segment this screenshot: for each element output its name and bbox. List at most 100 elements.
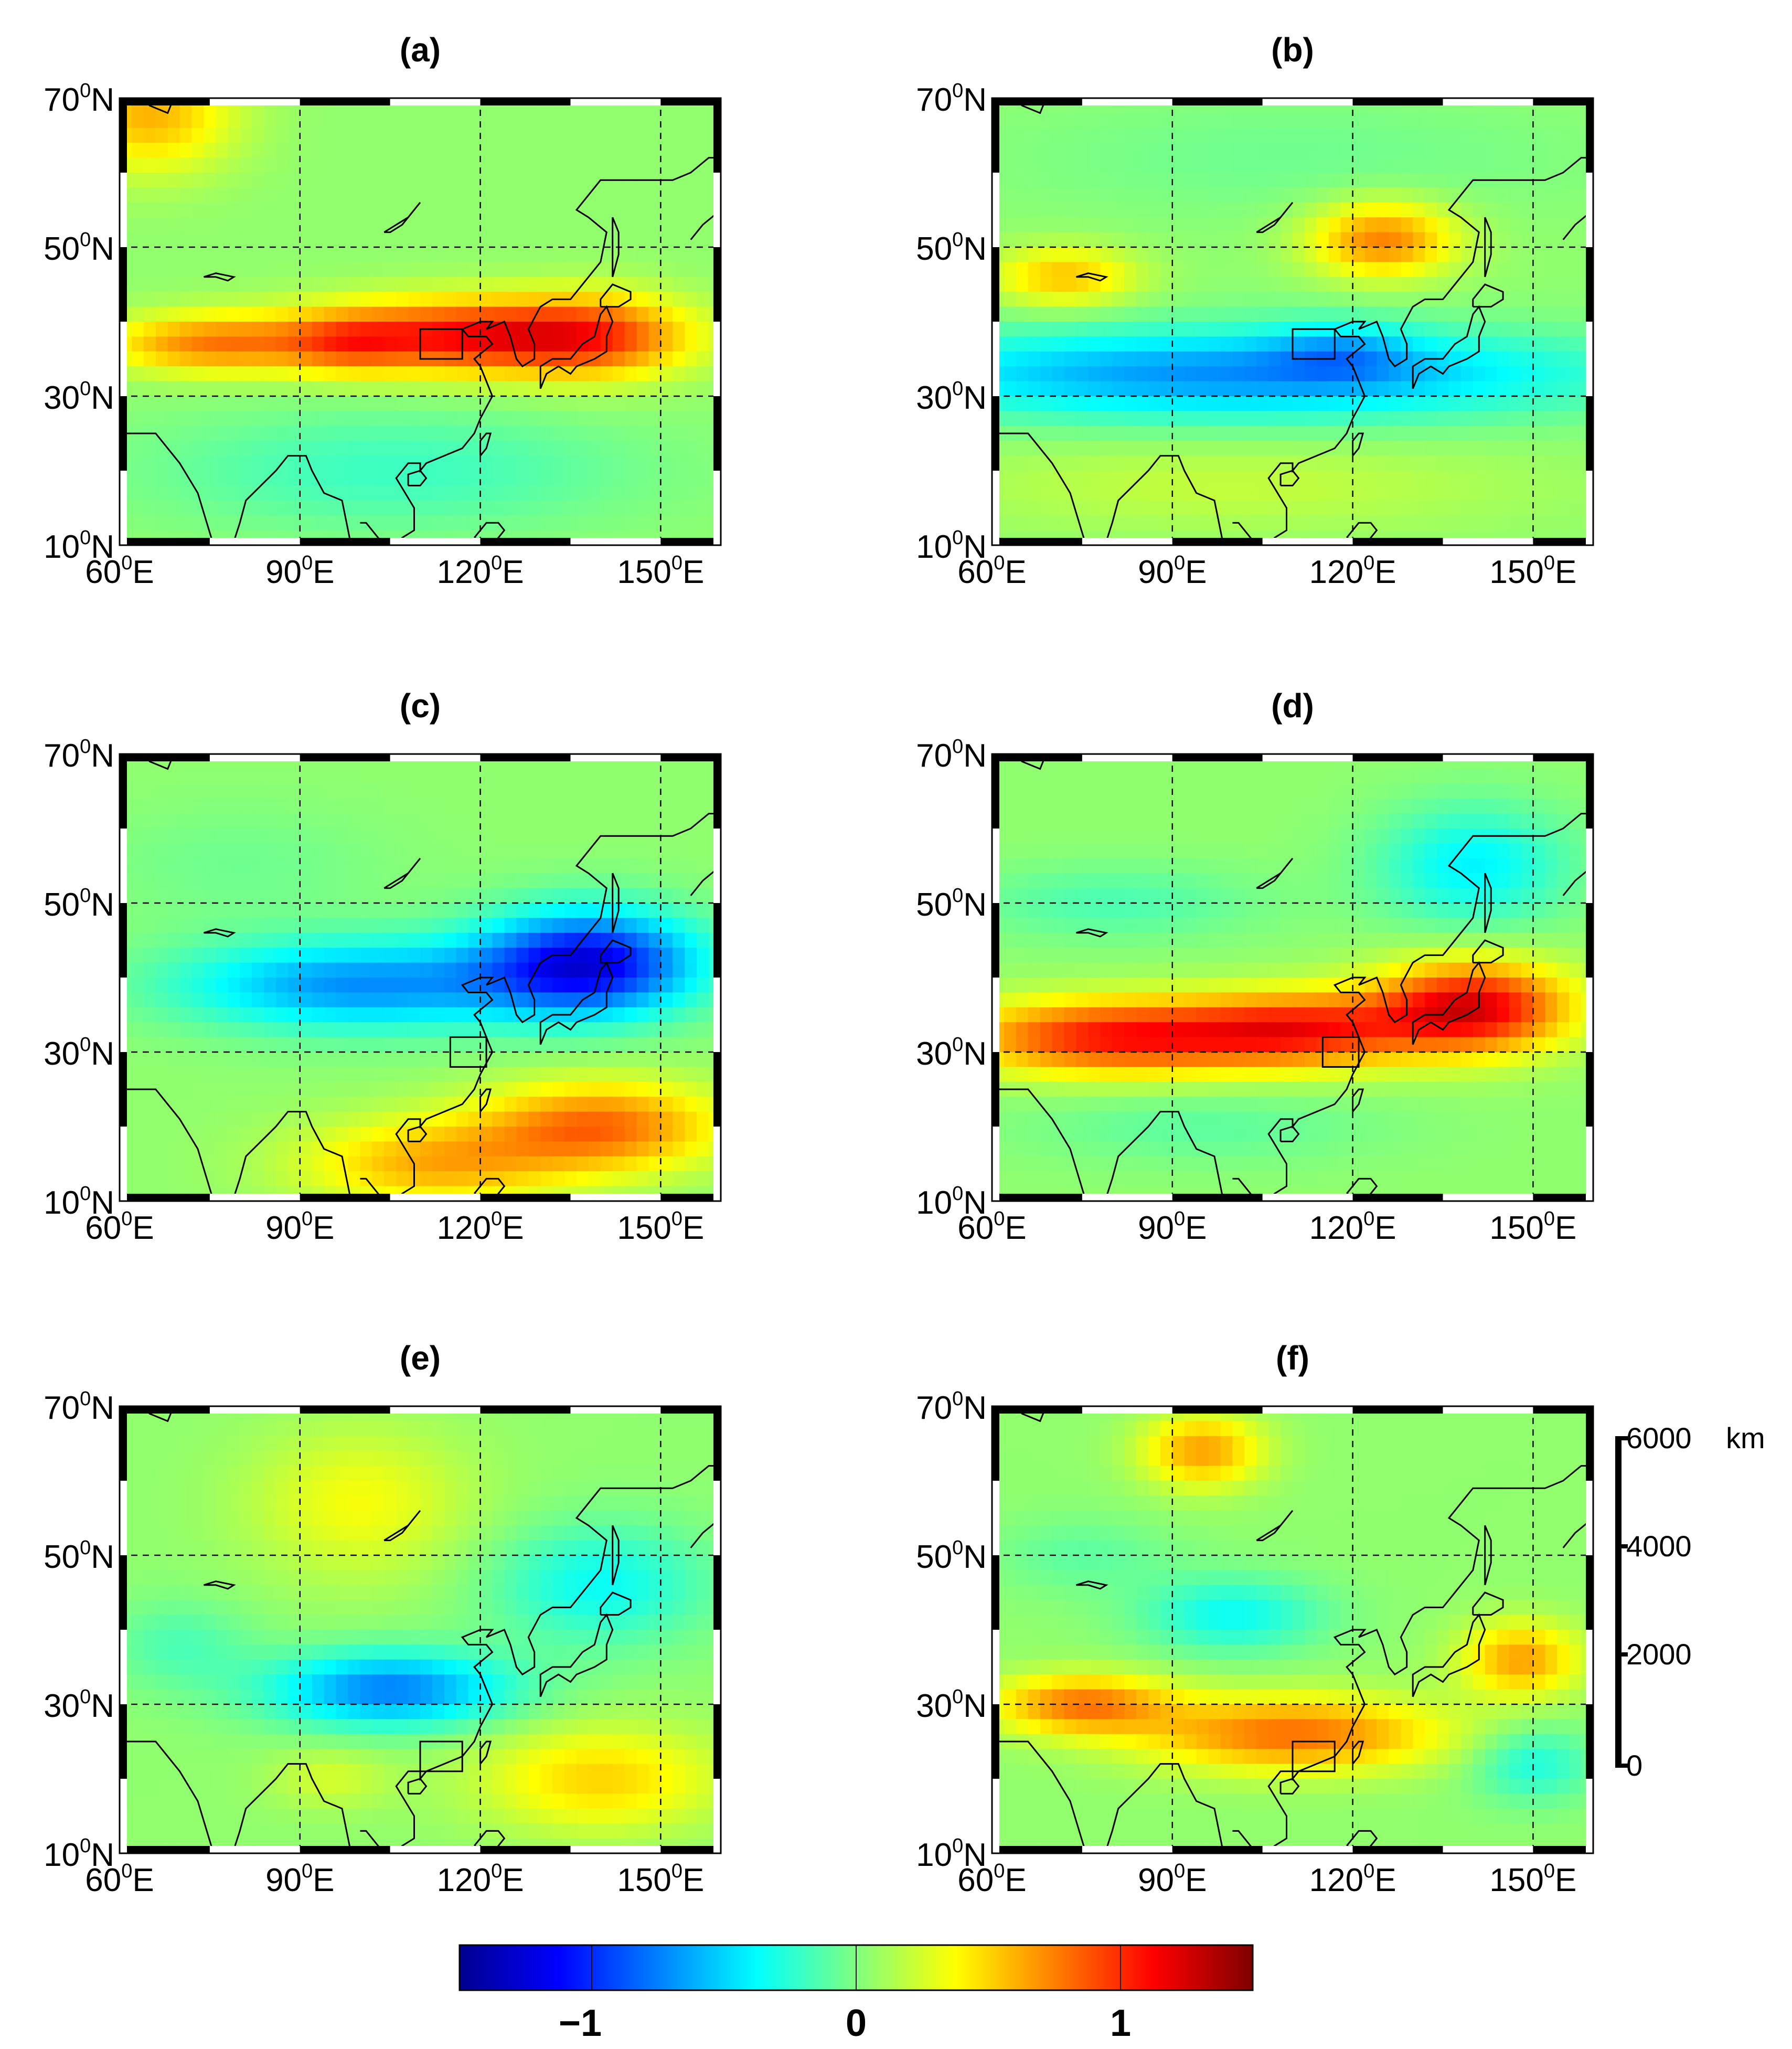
heatmap-cell [1064,396,1077,412]
heatmap-cell [252,217,264,233]
heatmap-cell [204,978,217,993]
heatmap-cell [240,336,252,352]
heatmap-cell [1220,113,1233,129]
heatmap-field [120,98,721,546]
heatmap-cell [1040,769,1053,784]
heatmap-cell [1112,157,1125,173]
heatmap-cell [336,1156,349,1172]
heatmap-cell [300,1097,313,1112]
heatmap-cell [300,202,313,218]
heatmap-cell [348,157,361,173]
heatmap-cell [360,381,373,397]
heatmap-cell [1557,441,1570,456]
heatmap-cell [360,277,373,292]
heatmap-cell [287,426,301,441]
heatmap-cell [1569,232,1582,248]
heatmap-cell [540,217,553,233]
heatmap-cell [564,217,577,233]
heatmap-cell [516,769,529,784]
heatmap-cell [131,366,144,382]
heatmap-cell [155,932,168,948]
heatmap-cell [456,829,469,844]
heatmap-cell [636,217,649,233]
heatmap-cell [648,113,662,129]
heatmap-cell [468,455,481,471]
heatmap-cell [1340,411,1353,427]
heatmap-cell [1016,262,1029,278]
heatmap-cell [1256,247,1269,263]
heatmap-cell [1521,187,1534,203]
heatmap-cell [648,1156,662,1172]
heatmap-cell [660,843,674,859]
heatmap-cell [492,202,505,218]
heatmap-cell [540,888,553,904]
panel-label: (d) [1271,687,1314,725]
heatmap-cell [384,829,397,844]
heatmap-cell [1184,471,1197,486]
heatmap-cell [1545,471,1558,486]
heatmap-cell [204,381,217,397]
graticule [120,754,721,1201]
heatmap-cell [420,173,433,188]
heatmap-cell [624,485,637,501]
heatmap-cell [577,292,589,307]
heatmap-cell [528,515,541,531]
heatmap-cell [167,306,180,322]
heatmap-cell [540,411,553,427]
heatmap-cell [216,873,229,889]
heatmap-cell [396,336,409,352]
heatmap-cell [1569,366,1582,382]
heatmap-cell [1124,157,1137,173]
heatmap-cell [1076,381,1089,397]
heatmap-cell [540,485,553,501]
heatmap-cell [1208,217,1221,233]
heatmap-cell [408,1141,421,1157]
heatmap-cell [1497,411,1510,427]
heatmap-cell [588,277,601,292]
heatmap-cell [1293,783,1305,799]
heatmap-cell [167,441,180,456]
heatmap-cell [1293,411,1305,427]
heatmap-cell [540,1141,553,1157]
heatmap-cell [276,1022,289,1038]
heatmap-cell [612,813,625,829]
heatmap-cell [167,292,180,307]
heatmap-cell [1389,306,1402,322]
heatmap-cell [396,843,409,859]
heatmap-cell [1028,143,1041,158]
heatmap-cell [648,351,662,367]
heatmap-cell [624,1097,637,1112]
heatmap-cell [336,262,349,278]
heatmap-cell [685,962,697,978]
heatmap-cell [1389,396,1402,412]
heatmap-cell [636,858,649,874]
heatmap-cell [1569,381,1582,397]
lake-outline [203,272,236,282]
heatmap-cell [252,783,264,799]
heatmap-cell [697,232,709,248]
heatmap-cell [420,515,433,531]
heatmap-cell [673,1141,685,1157]
heatmap-cell [624,128,637,143]
heatmap-cell [1509,799,1522,814]
heatmap-cell [480,113,493,129]
heatmap-cell [660,1171,674,1187]
heatmap-cell [456,187,469,203]
heatmap-cell [624,113,637,129]
heatmap-cell [612,1022,625,1038]
heatmap-cell [131,1111,144,1127]
heatmap-cell [1064,381,1077,397]
heatmap-cell [348,381,361,397]
heatmap-cell [1401,769,1413,784]
heatmap-cell [372,1141,385,1157]
heatmap-cell [204,1067,217,1082]
heatmap-cell [348,515,361,531]
heatmap-cell [228,187,240,203]
heatmap-cell [324,918,337,933]
heatmap-cell [204,1081,217,1097]
heatmap-cell [1521,799,1534,814]
heatmap-cell [191,1111,205,1127]
heatmap-cell [1304,143,1317,158]
heatmap-cell [1076,366,1089,382]
heatmap-cell [372,187,385,203]
